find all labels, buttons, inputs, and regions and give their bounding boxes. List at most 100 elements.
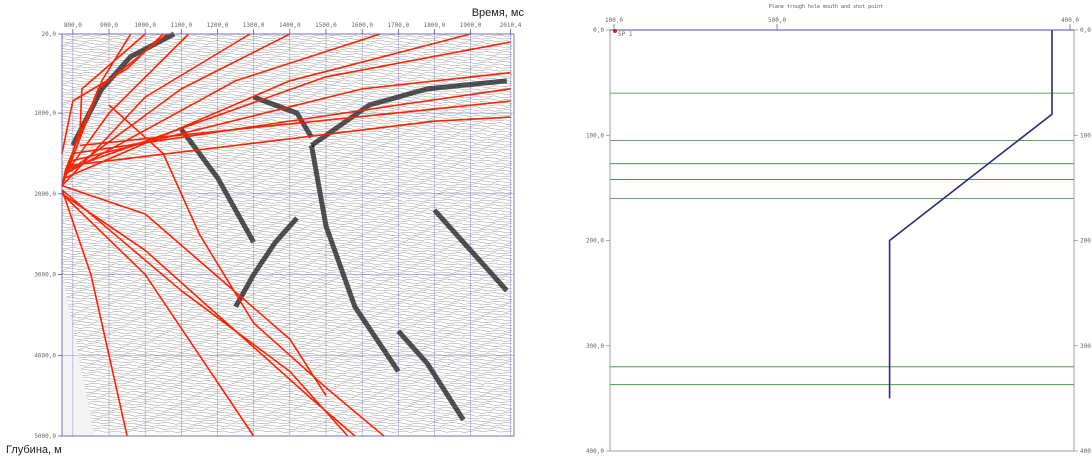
shot-point-dot <box>613 29 617 33</box>
seismic-trace <box>61 127 513 131</box>
traveltime-curve <box>80 100 511 147</box>
seismic-trace <box>61 257 513 261</box>
seismic-trace <box>61 204 513 208</box>
seismic-trace <box>61 151 513 155</box>
seismic-trace <box>61 275 513 279</box>
seismic-trace <box>61 329 513 333</box>
y-tick-label: 4000,0 <box>34 352 56 359</box>
seismic-trace <box>61 159 513 163</box>
well-y-tick-label-right: 200,0 <box>1080 238 1092 245</box>
seismic-trace <box>61 347 513 351</box>
mute-wedge <box>62 274 95 436</box>
seismic-trace <box>61 289 513 293</box>
x-tick-label: 1800,0 <box>424 22 446 29</box>
well-trajectory-line <box>888 30 1053 399</box>
traveltime-curve <box>64 33 190 175</box>
seismic-trace <box>61 337 513 340</box>
seismic-trace <box>61 177 513 181</box>
well-y-tick-label: 0,0 <box>593 27 604 34</box>
y-axis-label: Глубина, м <box>6 444 62 456</box>
seismic-trace <box>61 278 512 282</box>
x-tick-label: 900,0 <box>100 22 118 29</box>
seismic-trace <box>61 167 513 171</box>
seismic-trace <box>61 305 513 308</box>
traveltime-curve <box>65 33 381 175</box>
x-tick-label: 1500,0 <box>315 22 337 29</box>
seismic-trace <box>61 191 513 194</box>
well-y-ticks-right: 0,0 100,0 200,0 300,0 400,0 <box>1074 27 1092 455</box>
x-tick-label: 1300,0 <box>243 22 265 29</box>
seismic-trace <box>61 130 513 134</box>
y-tick-label: 1000,0 <box>34 110 56 117</box>
seismic-trace <box>61 284 513 287</box>
seismic-trace <box>61 164 513 168</box>
seismic-trace <box>61 111 513 115</box>
x-tick-label: 1700,0 <box>387 22 409 29</box>
seismic-trace <box>61 66 513 70</box>
seismic-trace <box>61 270 513 274</box>
well-panel: Plane trough hole mouth and shot point 1… <box>548 0 1092 457</box>
seismic-trace <box>61 350 513 354</box>
seismic-trace <box>61 405 513 409</box>
seismic-trace <box>61 217 513 221</box>
well-y-tick-label: 300,0 <box>586 343 604 350</box>
seismic-trace <box>61 392 513 396</box>
seismic-trace <box>61 183 513 187</box>
seismic-trace <box>61 95 513 99</box>
seismic-trace <box>61 382 513 386</box>
shot-point-label: SP 1 <box>618 31 633 38</box>
traveltime-curve <box>61 193 356 437</box>
seismic-plot-bg <box>62 34 514 436</box>
seismic-trace <box>61 34 513 38</box>
well-plot-bg <box>610 30 1074 451</box>
seismic-event-band <box>396 329 466 422</box>
seismic-trace <box>61 408 513 412</box>
seismic-trace <box>61 249 513 253</box>
seismic-trace <box>61 419 513 422</box>
seismic-trace <box>61 254 513 258</box>
seismic-trace <box>61 315 513 319</box>
seismic-trace <box>61 252 513 255</box>
seismic-trace <box>61 148 513 152</box>
seismic-trace <box>61 421 513 425</box>
seismic-trace <box>61 119 513 123</box>
seismic-trace <box>61 424 513 428</box>
well-x-ticks: 100,0 500,0 400,0 <box>605 17 1079 30</box>
well-trajectory-chart: Plane trough hole mouth and shot point 1… <box>586 4 1092 455</box>
x-tick-label: 1100,0 <box>170 22 192 29</box>
seismic-trace <box>61 358 513 362</box>
traveltime-curve <box>61 185 327 397</box>
well-y-tick-label: 200,0 <box>586 238 604 245</box>
seismic-trace <box>61 313 513 317</box>
traveltime-curve <box>61 189 128 437</box>
seismic-trace <box>61 297 513 301</box>
seismic-trace <box>61 58 513 62</box>
traveltime-curve <box>61 33 132 187</box>
seismic-event-band <box>233 216 299 309</box>
seismic-trace <box>61 188 513 192</box>
well-y-tick-label-right: 0,0 <box>1080 27 1091 34</box>
seismic-x-ticks: 800,0 900,0 1000,0 1100,0 1200,0 1300,0 1400,0… <box>64 22 522 34</box>
seismic-mute-zone <box>62 274 95 436</box>
seismic-trace <box>61 326 513 330</box>
seismic-y-ticks: 20,0 1000,0 2000,0 3000,0 4000,0 5000,0 <box>34 31 62 440</box>
seismic-trace <box>61 268 513 272</box>
well-y-ticks-left: 0,0 100,0 200,0 300,0 400,0 <box>586 27 610 455</box>
shot-point-marker: SP 1 <box>613 29 633 38</box>
seismic-trace <box>61 101 513 104</box>
seismic-trace <box>61 140 513 144</box>
seismic-trace <box>61 116 513 120</box>
well-x-tick-label: 500,0 <box>768 17 786 24</box>
seismic-trace <box>61 429 513 433</box>
seismic-trace <box>61 294 513 298</box>
x-tick-label: 1900,0 <box>460 22 482 29</box>
well-path <box>888 30 1053 399</box>
x-tick-label: 1600,0 <box>351 22 373 29</box>
seismic-trace <box>61 262 513 266</box>
traveltime-curve <box>72 88 511 155</box>
seismic-trace <box>61 281 513 285</box>
seismic-trace <box>61 321 513 324</box>
seismic-trace <box>61 246 513 250</box>
seismic-trace <box>61 103 513 107</box>
seismic-trace <box>61 307 513 311</box>
